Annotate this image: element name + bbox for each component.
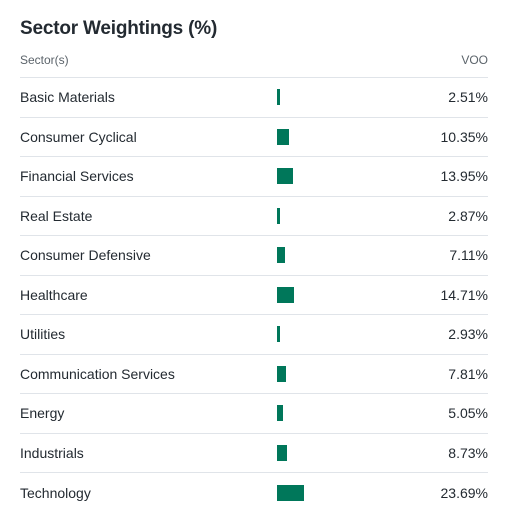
sector-name: Technology [20, 484, 91, 501]
sector-row: Basic Materials 2.51% [20, 78, 488, 118]
sector-weight: 2.87% [448, 207, 488, 224]
weight-bar [277, 444, 288, 461]
table-header: Sector(s) VOO [20, 42, 488, 78]
weight-bar-track [277, 128, 387, 145]
sector-column-header: Sector(s) [20, 52, 69, 67]
sector-name: Financial Services [20, 168, 134, 185]
sector-name: Basic Materials [20, 89, 115, 106]
sector-row: Technology 23.69% [20, 473, 488, 513]
sector-row: Industrials 8.73% [20, 434, 488, 473]
weight-bar [277, 286, 294, 303]
weight-bar [277, 484, 305, 501]
weight-bar [277, 365, 286, 382]
weight-bar-track [277, 168, 387, 185]
sector-name: Real Estate [20, 207, 93, 224]
weight-bar [277, 128, 289, 145]
sector-row: Consumer Defensive 7.11% [20, 236, 488, 276]
sector-row: Communication Services 7.81% [20, 355, 488, 394]
weight-bar [277, 326, 281, 343]
sector-weight: 5.05% [448, 405, 488, 422]
weight-bar-track [277, 365, 387, 382]
sector-weight: 8.73% [448, 444, 488, 461]
panel-title: Sector Weightings (%) [20, 18, 218, 39]
sector-weight: 13.95% [440, 168, 488, 185]
weight-bar-track [277, 405, 387, 422]
sector-name: Utilities [20, 326, 66, 343]
sector-row: Consumer Cyclical 10.35% [20, 118, 488, 157]
sector-row: Utilities 2.93% [20, 315, 488, 355]
sector-weight: 10.35% [440, 128, 488, 145]
sector-row: Real Estate 2.87% [20, 197, 488, 236]
weight-bar [277, 207, 281, 224]
sector-row: Healthcare 14.71% [20, 276, 488, 315]
fund-column-header: VOO [461, 52, 488, 67]
sector-name: Communication Services [20, 365, 175, 382]
sector-weight: 2.93% [448, 326, 488, 343]
sector-row: Financial Services 13.95% [20, 157, 488, 197]
sector-name: Industrials [20, 444, 84, 461]
sector-name: Consumer Defensive [20, 247, 151, 264]
weight-bar-track [277, 484, 387, 501]
sector-weight: 23.69% [440, 484, 488, 501]
sector-weight: 2.51% [448, 89, 488, 106]
weight-bar-track [277, 444, 387, 461]
weight-bar [277, 405, 283, 422]
weight-bar-track [277, 286, 387, 303]
sector-list: Basic Materials 2.51% Consumer Cyclical … [20, 78, 488, 513]
sector-weight: 7.11% [449, 247, 488, 264]
sector-name: Consumer Cyclical [20, 128, 137, 145]
sector-name: Energy [20, 405, 65, 422]
weight-bar-track [277, 207, 387, 224]
weight-bar [277, 168, 294, 185]
sector-weight: 7.81% [448, 365, 488, 382]
sector-weight: 14.71% [440, 286, 488, 303]
weight-bar-track [277, 89, 387, 106]
weight-bar [277, 247, 286, 264]
sector-name: Healthcare [20, 286, 88, 303]
weight-bar [277, 89, 280, 106]
weight-bar-track [277, 326, 387, 343]
weight-bar-track [277, 247, 387, 264]
sector-row: Energy 5.05% [20, 394, 488, 434]
